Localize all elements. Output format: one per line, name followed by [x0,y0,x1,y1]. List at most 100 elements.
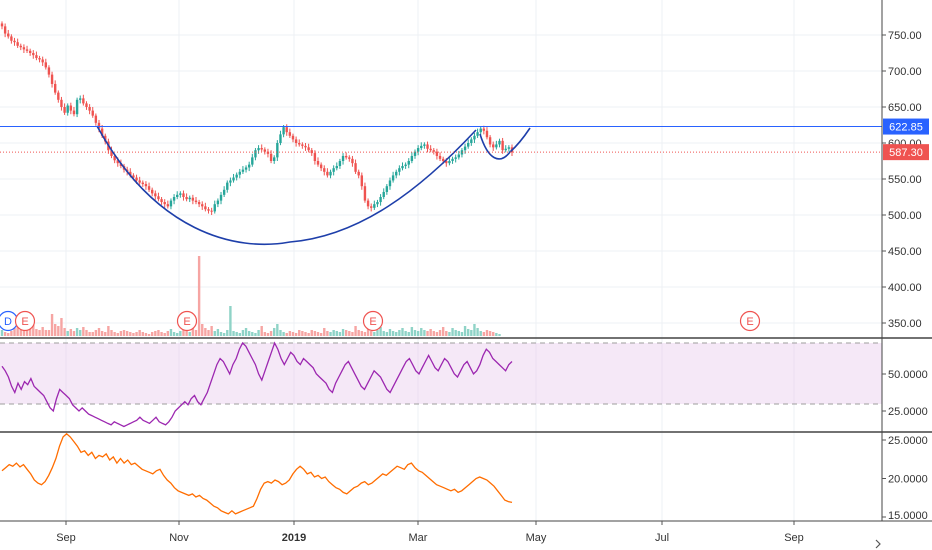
candle [69,102,73,115]
volume-bar [291,332,295,336]
volume-bar [310,330,313,336]
last-price-label: 587.30 [883,144,929,161]
volume-bar [244,328,248,336]
volume-bar [376,330,379,336]
earnings-marker[interactable]: E [362,310,384,332]
volume-bar [263,332,267,336]
volume-bar [144,333,148,336]
volume-bar [463,326,467,336]
time-axis[interactable]: Sep Nov 2019 Mar May Jul Sep [56,521,804,544]
earnings-marker[interactable]: E [739,310,761,332]
volume-bar [100,331,104,336]
candle [276,140,279,161]
candle [229,177,232,187]
candle [435,148,439,160]
candle [147,182,151,192]
candle [232,173,235,183]
volume-bar [213,331,216,336]
volume-bar [125,331,129,336]
volume-bar [466,329,470,336]
candle [341,153,345,165]
candle [498,138,501,148]
volume-bar [147,334,151,336]
atr-tick-label: 20.0000 [888,474,928,486]
candle [163,199,166,208]
scroll-right-icon[interactable] [875,539,881,549]
volume-bar [163,333,166,336]
candle [0,21,4,30]
candle [19,43,22,51]
atr-line [1,432,513,515]
candle [88,104,91,115]
candle [335,162,338,171]
volume-bar [232,331,235,336]
volume-bar [238,333,241,336]
candle [310,148,313,156]
volume-bar [282,332,285,336]
volume-bar [157,330,160,336]
volume-bar [182,328,185,336]
volume-bar [492,332,495,336]
candle [166,200,170,209]
volume-bar [357,330,360,336]
volume-bar [166,331,170,336]
volume-bar [323,328,326,336]
candle [66,103,69,116]
candle [260,144,263,152]
volume-bar [66,331,69,336]
candle [326,168,329,178]
candle [460,148,464,158]
candle [82,94,85,106]
volume-bar [0,330,4,336]
rsi-line [1,341,513,428]
candle [169,198,173,210]
volume-bar [385,332,389,336]
candle [144,181,148,190]
candle [50,71,54,88]
candle [91,107,94,118]
candle [251,153,254,167]
candle [210,207,213,215]
volume-bar [69,329,73,336]
candle [351,155,354,167]
volume-bar [420,328,423,336]
candle [94,113,98,126]
volume-bar [257,330,260,336]
svg-text:E: E [183,316,190,328]
volume-bar [194,330,198,336]
volume-bar [50,314,54,336]
candle [385,184,389,195]
candle [35,51,38,61]
volume-bar [216,329,220,336]
volume-bar [185,330,188,336]
volume-bar [426,331,429,336]
volume-bar [479,331,482,336]
atr-axis[interactable]: 25.0000 20.0000 15.0000 [882,435,928,522]
candle [360,172,364,190]
dividend-marker[interactable]: D [0,310,19,332]
earnings-marker[interactable]: E [14,310,36,332]
candle [219,191,223,205]
candle [141,180,144,187]
volume-bar [260,326,263,336]
volume-bar [316,332,320,336]
earnings-marker[interactable]: E [176,310,198,332]
volume-bar [338,332,342,336]
price-axis[interactable]: 750.00700.00650.00600.00550.00500.00450.… [882,30,922,330]
candle [10,34,13,44]
candle [457,150,461,160]
volume-bar [413,330,417,336]
volume-bar [476,328,479,336]
candle [213,200,216,214]
volume-bar [169,329,173,336]
volume-bar [72,331,76,336]
rsi-axis[interactable]: 50.0000 25.0000 [882,369,928,418]
volume-bar [438,330,442,336]
candle [47,65,51,78]
volume-bar [416,331,420,336]
candle [185,193,188,202]
volume-bar [435,332,439,336]
volume-bar [10,331,13,336]
